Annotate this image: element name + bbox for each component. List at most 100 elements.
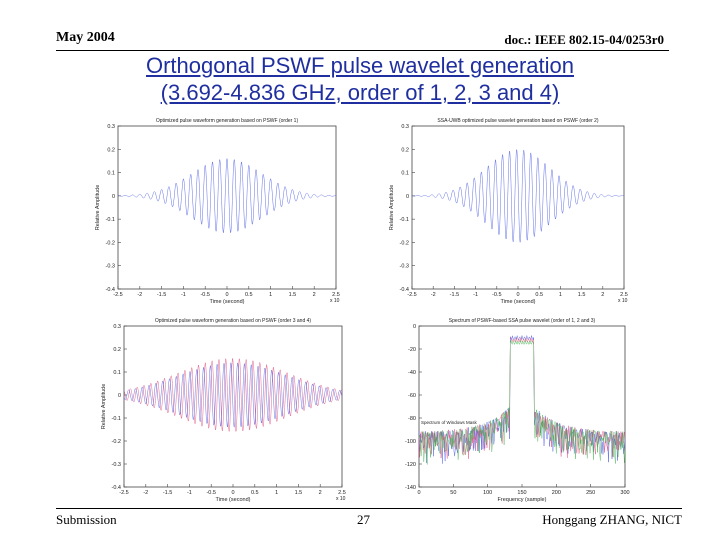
chart-4-x-tick-label: 200 [552,490,561,496]
chart-3-series-2-line [123,362,343,428]
chart-3-y-label: Relative Amplitude [101,384,107,430]
chart-1-x-tick-label: 1.5 [289,292,297,298]
chart-1-y-tick-label: 0.1 [107,171,115,177]
chart-2-x-tick-label: -1.5 [450,292,459,298]
header-date: May 2004 [56,30,115,45]
chart-3-y-tick-label: 0.3 [113,324,121,330]
chart-2-y-tick-label: 0 [406,194,409,200]
chart-1-y-tick-label: -0.3 [106,264,115,270]
chart-4-y-tick-label: -80 [408,416,416,422]
chart-1-series-1-line [118,158,336,234]
slide-title: Orthogonal PSWF pulse wavelet generation… [0,52,720,106]
chart-2-y-tick-label: 0.3 [401,124,409,130]
chart-1-x-tick-label: 2.5 [332,292,340,298]
chart-2-x-tick-label: 0 [516,292,519,298]
chart-4-x-tick-label: 50 [450,490,456,496]
chart-3-y-tick-label: 0 [118,393,121,399]
chart-1-x-tick-label: 1 [269,292,272,298]
chart-2-y-label: Relative Amplitude [389,185,395,231]
chart-4-y-tick-label: -60 [408,393,416,399]
chart-2-x-tick-label: 2 [601,292,604,298]
chart-2-y-tick-label: 0.1 [401,171,409,177]
chart-4-y-tick-label: 0 [413,324,416,330]
footer-author: Honggang ZHANG, NICT [542,512,682,527]
chart-1-x-tick-label: 0.5 [245,292,253,298]
chart-4-axes-box [418,325,626,488]
chart-2-y-tick-label: 0.2 [401,147,409,153]
chart-2-x-tick-label: -2 [431,292,436,298]
chart-3-x-tick-label: 2.5 [338,490,346,496]
chart-3-series-1-line [123,357,343,433]
title-line-1: Orthogonal PSWF pulse wavelet generation [145,53,574,78]
chart-3-y-tick-label: -0.3 [112,462,121,468]
chart-2-axes-box [411,125,625,290]
chart-1-x-tick-label: -2.5 [113,292,122,298]
footer-page-number: 27 [357,512,370,527]
chart-4-x-tick-label: 250 [586,490,595,496]
chart-1-y-tick-label: 0 [112,194,115,200]
chart-4-y-tick-label: -100 [405,439,416,445]
chart-3-title: Optimized pulse waveform generation base… [155,318,312,324]
chart-1-y-tick-label: 0.2 [107,147,115,153]
chart-2-x-tick-label: -1 [473,292,478,298]
chart-3-x-tick-label: 0.5 [251,490,259,496]
chart-1-x-tick-label: -2 [137,292,142,298]
chart-1-title: Optimized pulse waveform generation base… [156,118,299,124]
chart-2-y-tick-label: -0.4 [400,287,409,293]
chart-3-x-tick-label: -1.5 [163,490,172,496]
footer-submission: Submission [56,512,117,527]
chart-2-x-tick-label: 2.5 [620,292,628,298]
chart-2-x-tick-label: -0.5 [492,292,501,298]
chart-4-series-3-line [418,340,626,465]
chart-1-y-tick-label: -0.2 [106,240,115,246]
chart-3-y-tick-label: 0.1 [113,370,121,376]
chart-1-axes-box [117,125,337,290]
chart-1-y-tick-label: -0.4 [106,287,115,293]
chart-3-x-tick-label: -1 [187,490,192,496]
chart-3-x-tick-label: -2 [143,490,148,496]
chart-2-x-tick-label: -2.5 [407,292,416,298]
chart-4-y-tick-label: -20 [408,347,416,353]
chart-3-x-tick-label: 2 [319,490,322,496]
chart-1-y-tick-label: 0.3 [107,124,115,130]
chart-3-y-tick-label: -0.2 [112,439,121,445]
chart-2-x-tick-label: 1.5 [578,292,586,298]
chart-4-x-tick-label: 0 [417,490,420,496]
footer-rule [56,508,682,509]
chart-4-legend: Spectrum of Windows Mask [421,420,478,425]
chart-3-x-label: Time (second) [216,497,251,503]
chart-1-x-exponent: x 10 [330,298,340,304]
title-line-2: (3.692-4.836 GHz, order of 1, 2, 3 and 4… [160,80,560,105]
chart-1-y-tick-label: -0.1 [106,217,115,223]
chart-4-x-tick-label: 300 [620,490,629,496]
chart-3-y-tick-label: -0.1 [112,416,121,422]
chart-3-y-tick-label: -0.4 [112,485,121,491]
chart-4-y-tick-label: -140 [405,485,416,491]
chart-1-x-tick-label: 2 [313,292,316,298]
chart-4-y-tick-label: -120 [405,462,416,468]
chart-4-title: Spectrum of PSWF-based SSA pulse wavelet… [449,318,596,324]
chart-1-x-tick-label: -1 [181,292,186,298]
chart-1-x-tick-label: -1.5 [157,292,166,298]
chart-1-y-label: Relative Amplitude [95,185,101,231]
chart-2-y-tick-label: -0.2 [400,240,409,246]
chart-4-y-tick-label: -40 [408,370,416,376]
chart-4-x-tick-label: 100 [483,490,492,496]
chart-2-y-tick-label: -0.1 [400,217,409,223]
chart-2-title: SSA-UWB optimized pulse wavelet generati… [437,118,599,124]
chart-4-x-tick-label: 150 [517,490,526,496]
chart-3-x-tick-label: -0.5 [206,490,215,496]
chart-2-series-1-line [412,149,625,243]
chart-3-x-tick-label: 1 [275,490,278,496]
chart-2-x-exponent: x 10 [618,298,628,304]
chart-3-x-tick-label: 0 [231,490,234,496]
chart-1-x-tick-label: 0 [225,292,228,298]
chart-3-x-tick-label: 1.5 [295,490,303,496]
chart-4-series-2-line [418,337,626,459]
chart-1-x-tick-label: -0.5 [200,292,209,298]
chart-4-x-label: Frequency (sample) [498,497,547,503]
chart-2-x-tick-label: 1 [559,292,562,298]
header-rule [56,50,669,51]
chart-3-x-tick-label: -2.5 [119,490,128,496]
